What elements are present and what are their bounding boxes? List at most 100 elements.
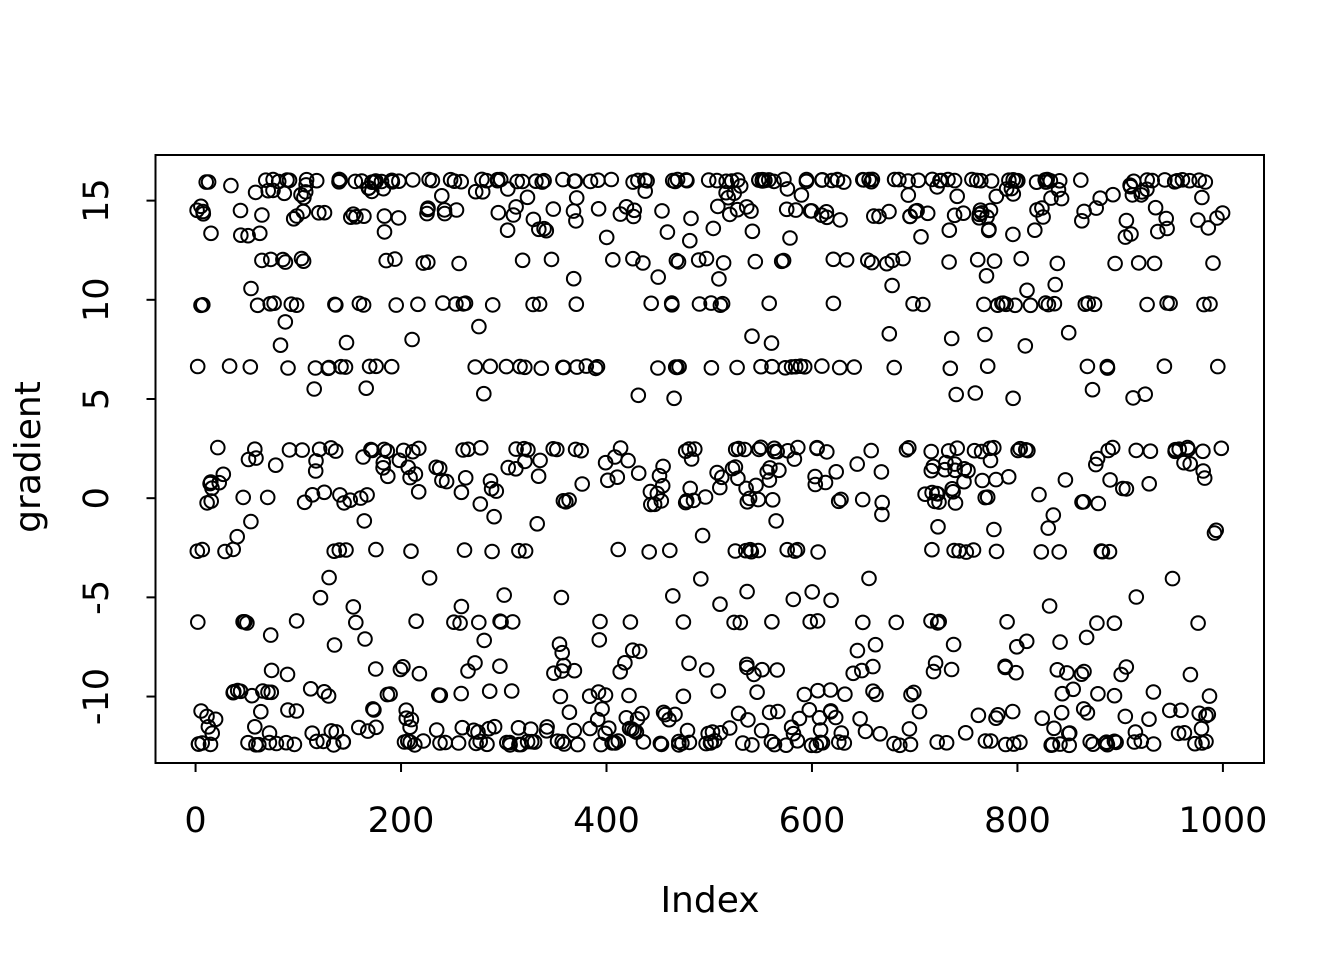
data-point: [438, 473, 455, 490]
data-point: [298, 171, 315, 188]
data-point: [943, 661, 960, 678]
data-point: [709, 172, 725, 189]
data-point: [539, 719, 555, 735]
data-point: [763, 335, 780, 351]
data-point: [565, 203, 582, 219]
data-point: [335, 734, 352, 750]
data-point: [1057, 472, 1074, 488]
data-point: [825, 295, 842, 312]
data-point: [1106, 615, 1123, 632]
data-point: [376, 208, 393, 224]
data-point: [490, 204, 507, 221]
data-point: [1010, 442, 1026, 459]
data-point: [907, 203, 924, 220]
data-point: [753, 722, 770, 739]
data-point: [225, 541, 241, 558]
data-point: [903, 686, 919, 703]
data-point: [977, 733, 994, 749]
data-point: [881, 203, 897, 220]
data-point: [947, 462, 963, 479]
y-tick-label: 15: [77, 178, 117, 223]
data-point: [1078, 629, 1095, 646]
data-point: [254, 252, 270, 269]
data-point: [849, 642, 866, 659]
data-point: [892, 737, 908, 754]
data-point: [484, 543, 500, 560]
y-tick-label: 10: [77, 278, 117, 323]
data-point: [874, 494, 891, 511]
data-point: [553, 589, 570, 606]
data-point: [554, 733, 571, 750]
data-point: [210, 439, 226, 456]
data-point: [665, 588, 681, 604]
data-point: [671, 733, 687, 750]
data-point: [1166, 174, 1183, 190]
data-point: [315, 733, 332, 750]
data-point: [566, 173, 583, 189]
data-point: [768, 513, 784, 529]
data-point: [479, 736, 495, 753]
data-point: [940, 171, 956, 188]
data-point: [1012, 734, 1028, 751]
data-point: [609, 469, 626, 486]
data-point: [637, 183, 654, 199]
data-point: [766, 173, 782, 190]
data-point: [467, 359, 484, 375]
data-point: [1122, 177, 1138, 193]
data-point: [761, 704, 778, 721]
data-point: [1191, 705, 1207, 722]
data-point: [1061, 737, 1077, 754]
data-point: [592, 613, 608, 630]
data-point: [538, 222, 555, 239]
data-point: [901, 440, 917, 456]
data-point: [879, 255, 895, 272]
data-point: [905, 296, 921, 312]
data-point: [732, 178, 749, 194]
data-point: [823, 592, 839, 609]
data-point: [625, 250, 641, 267]
data-point: [276, 185, 293, 202]
data-point: [977, 489, 994, 506]
data-point: [1156, 358, 1173, 375]
data-point: [221, 358, 238, 374]
data-point: [383, 172, 400, 189]
data-point: [927, 655, 944, 671]
data-point: [863, 173, 880, 190]
data-point: [435, 295, 451, 311]
data-point: [809, 613, 826, 629]
data-point: [681, 655, 697, 672]
data-point: [1205, 255, 1221, 271]
data-point: [678, 493, 695, 509]
data-point: [1202, 296, 1218, 312]
data-point: [421, 171, 437, 188]
data-point: [1084, 381, 1101, 398]
data-point: [484, 297, 501, 313]
data-point: [712, 596, 728, 613]
data-point: [428, 722, 445, 738]
data-point: [714, 295, 731, 312]
data-point: [1133, 187, 1150, 203]
data-point: [481, 720, 497, 737]
data-point: [316, 684, 333, 700]
data-point: [532, 452, 548, 469]
data-point: [945, 484, 961, 500]
data-point: [836, 735, 853, 751]
data-point: [296, 494, 313, 511]
data-point: [467, 183, 484, 200]
data-point: [1033, 544, 1050, 560]
data-point: [190, 736, 207, 752]
data-point: [718, 184, 734, 201]
data-point: [453, 598, 470, 615]
data-point: [819, 209, 835, 226]
data-point: [1088, 200, 1104, 216]
data-point: [456, 542, 473, 558]
data-point: [958, 544, 975, 560]
data-point: [923, 443, 940, 460]
data-point: [436, 202, 453, 218]
data-point: [567, 441, 584, 458]
data-point: [597, 454, 614, 471]
data-point: [970, 707, 987, 724]
data-point: [1201, 688, 1218, 704]
data-point: [555, 171, 571, 188]
data-point: [472, 440, 489, 456]
